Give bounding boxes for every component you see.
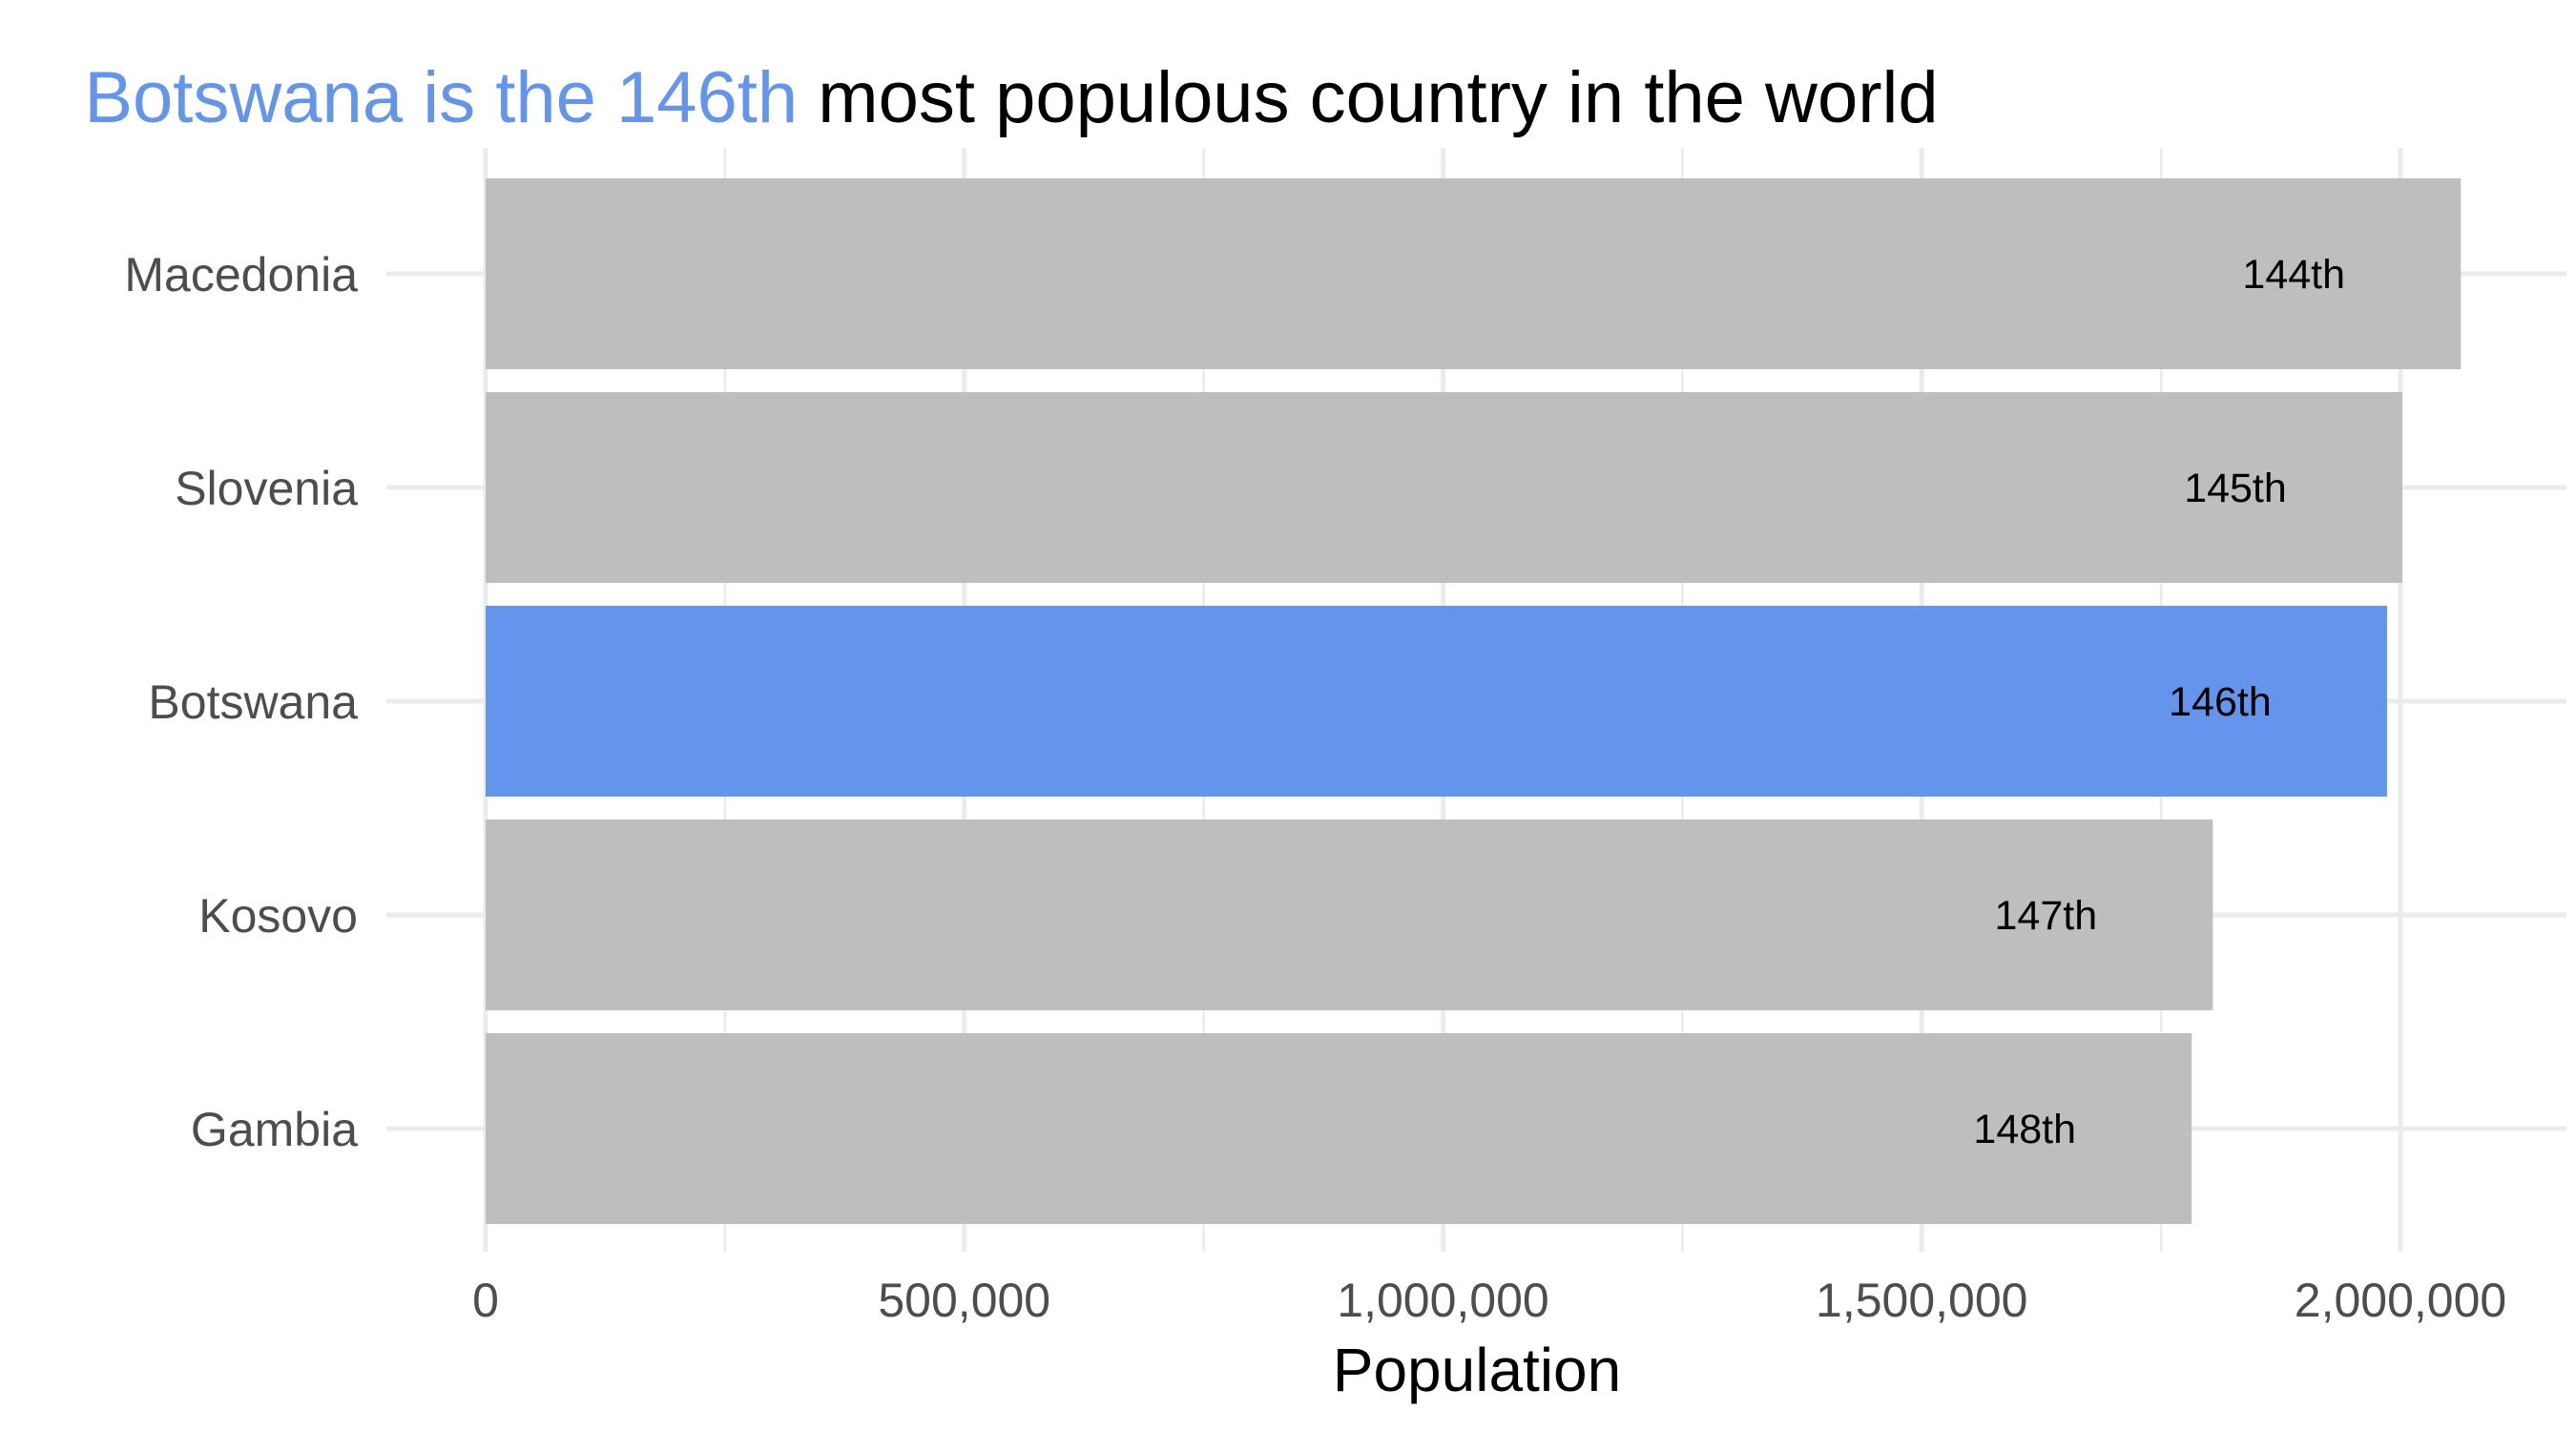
bar-rank-label: 146th xyxy=(2169,679,2272,725)
x-tick-label: 2,000,000 xyxy=(2295,1274,2506,1327)
x-tick-label: 0 xyxy=(472,1274,499,1327)
x-tick-label: 1,000,000 xyxy=(1337,1274,1548,1327)
y-axis-label-slovenia: Slovenia xyxy=(175,462,358,515)
chart-title-rest: most populous country in the world xyxy=(798,57,1939,138)
bar-rank-label: 144th xyxy=(2242,252,2345,298)
bars xyxy=(486,178,2462,1224)
bar-botswana xyxy=(486,606,2387,797)
bar-macedonia xyxy=(486,178,2462,369)
bar-rank-label: 145th xyxy=(2184,466,2287,511)
chart-title: Botswana is the 146th most populous coun… xyxy=(84,57,1938,138)
bar-labels: 144th 145th 146th 147th 148th xyxy=(1973,252,2345,1152)
x-tick-label: 500,000 xyxy=(878,1274,1050,1327)
x-tick-label: 1,500,000 xyxy=(1816,1274,2027,1327)
y-axis-label-kosovo: Kosovo xyxy=(198,889,358,943)
y-axis-label-macedonia: Macedonia xyxy=(124,248,358,301)
chart-title-highlight: Botswana is the 146th xyxy=(84,57,798,138)
bar-rank-label: 147th xyxy=(1995,893,2098,939)
y-axis-labels: Macedonia Slovenia Botswana Kosovo Gambia xyxy=(124,248,358,1156)
y-axis-label-gambia: Gambia xyxy=(191,1103,358,1156)
bar-rank-label: 148th xyxy=(1973,1107,2076,1152)
x-axis-tick-labels: 0 500,000 1,000,000 1,500,000 2,000,000 xyxy=(472,1274,2506,1327)
bar-gambia xyxy=(486,1033,2192,1224)
bar-slovenia xyxy=(486,392,2403,583)
bar-kosovo xyxy=(486,819,2213,1010)
x-axis-title: Population xyxy=(1333,1336,1621,1404)
y-axis-label-botswana: Botswana xyxy=(148,675,358,729)
